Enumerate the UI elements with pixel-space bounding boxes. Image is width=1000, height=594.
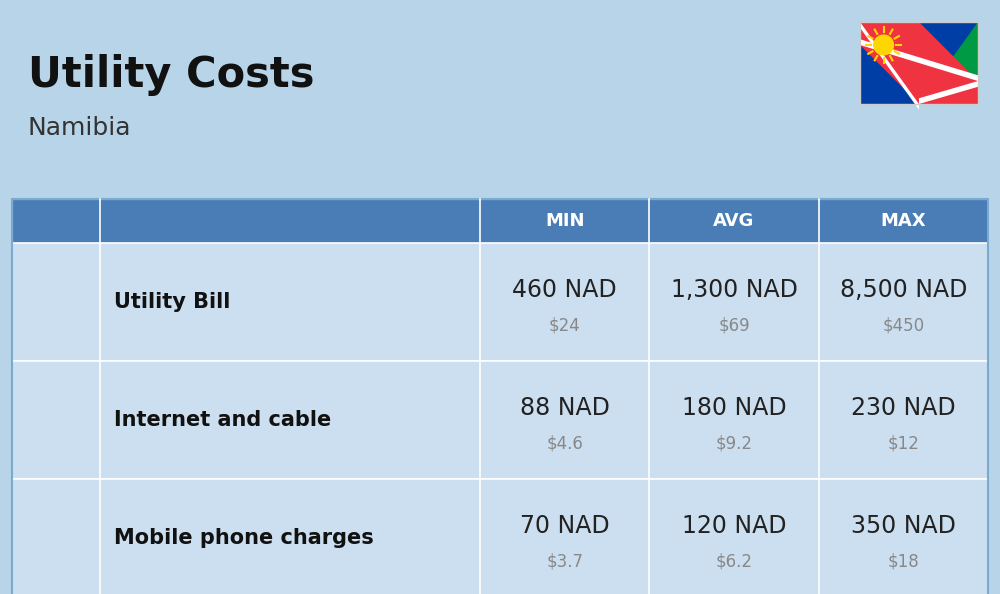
Polygon shape: [919, 81, 978, 104]
Text: $6.2: $6.2: [716, 552, 753, 571]
Polygon shape: [860, 22, 978, 104]
FancyBboxPatch shape: [20, 384, 92, 456]
Circle shape: [874, 35, 893, 55]
Text: $450: $450: [882, 317, 924, 334]
FancyBboxPatch shape: [12, 243, 988, 361]
Text: 120 NAD: 120 NAD: [682, 514, 786, 538]
FancyBboxPatch shape: [860, 22, 978, 104]
FancyBboxPatch shape: [12, 361, 988, 479]
Text: $9.2: $9.2: [716, 435, 753, 453]
Text: Utility Bill: Utility Bill: [114, 292, 230, 312]
FancyBboxPatch shape: [12, 199, 988, 243]
Text: 350 NAD: 350 NAD: [851, 514, 956, 538]
Text: 180 NAD: 180 NAD: [682, 396, 786, 420]
Polygon shape: [860, 22, 919, 110]
Text: 70 NAD: 70 NAD: [520, 514, 609, 538]
Text: 460 NAD: 460 NAD: [512, 278, 617, 302]
Text: $69: $69: [718, 317, 750, 334]
Text: MIN: MIN: [545, 212, 584, 230]
Text: Mobile phone charges: Mobile phone charges: [114, 528, 374, 548]
Text: Utility Costs: Utility Costs: [28, 54, 314, 96]
Polygon shape: [919, 22, 978, 104]
FancyBboxPatch shape: [20, 502, 92, 574]
Text: AVG: AVG: [713, 212, 755, 230]
Polygon shape: [860, 39, 978, 81]
FancyBboxPatch shape: [20, 266, 92, 338]
Text: 230 NAD: 230 NAD: [851, 396, 956, 420]
Text: 88 NAD: 88 NAD: [520, 396, 610, 420]
Text: $24: $24: [549, 317, 581, 334]
Text: 8,500 NAD: 8,500 NAD: [840, 278, 967, 302]
Text: Namibia: Namibia: [28, 116, 132, 140]
Text: 1,300 NAD: 1,300 NAD: [671, 278, 797, 302]
Text: $18: $18: [887, 552, 919, 571]
Text: Internet and cable: Internet and cable: [114, 410, 331, 430]
Text: $3.7: $3.7: [546, 552, 583, 571]
Text: MAX: MAX: [881, 212, 926, 230]
Text: $12: $12: [887, 435, 919, 453]
Text: $4.6: $4.6: [546, 435, 583, 453]
FancyBboxPatch shape: [12, 479, 988, 594]
